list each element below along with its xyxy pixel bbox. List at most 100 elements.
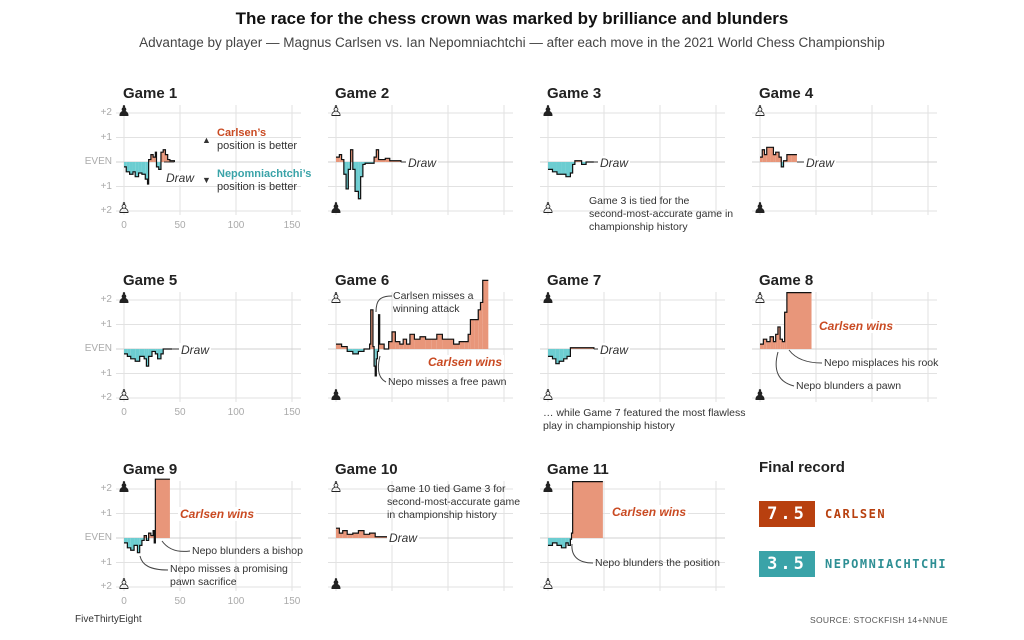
game-title: Game 7 [547, 272, 602, 289]
result-draw: Draw [387, 531, 420, 545]
nepo-advantage-area [343, 162, 347, 175]
carlsen-advantage-area [468, 334, 471, 349]
carlsen-advantage-area [760, 157, 763, 162]
nepo-advantage-area [561, 162, 566, 175]
carlsen-advantage-area [378, 159, 386, 162]
nepo-advantage-area [127, 538, 131, 548]
y-tick-label: +2 [100, 392, 112, 403]
carlsen-advantage-area [150, 535, 154, 538]
legend-carlsen-name: Carlsen’s [217, 127, 267, 139]
x-tick-label: 100 [227, 407, 245, 418]
nepo-advantage-area [141, 162, 146, 175]
legend-nepo-text: position is better [217, 181, 298, 193]
nepo-advantage-area [365, 162, 375, 164]
nepo-advantage-area [563, 349, 568, 359]
game11-arrow [571, 543, 594, 564]
carlsen-advantage-area [148, 159, 151, 162]
carlsen-advantage-area [169, 160, 175, 162]
carlsen-advantage-area [570, 347, 575, 349]
nepo-advantage-area [570, 162, 573, 174]
nepo-advantage-area [555, 349, 560, 364]
x-tick-label: 150 [283, 596, 301, 607]
carlsen-advantage-area [783, 160, 787, 162]
nepo-advantage-area [129, 162, 133, 175]
y-tick-label: +2 [100, 205, 112, 216]
white-pawn-icon: ♙ [117, 387, 131, 404]
carlsen-advantage-area [153, 157, 156, 162]
evaluation-line [548, 481, 603, 549]
nepo-advantage-area [157, 349, 161, 359]
carlsen-advantage-area [403, 339, 407, 349]
result-draw: Draw [598, 156, 631, 170]
nepo-advantage-area [160, 349, 164, 354]
footer-brand: FiveThirtyEight [75, 614, 142, 625]
carlsen-advantage-area [786, 154, 792, 162]
carlsen-advantage-area [762, 149, 765, 162]
nepo-advantage-area [581, 162, 587, 165]
nepo-advantage-area [358, 162, 361, 199]
carlsen-advantage-area [770, 336, 774, 349]
nepo-advantage-area [552, 162, 557, 172]
carlsen-advantage-area [370, 309, 373, 349]
game-title: Game 9 [123, 461, 178, 478]
evaluation-line [124, 348, 173, 367]
legend-carlsen: Carlsen’s position is better [217, 127, 297, 153]
nepo-advantage-area [127, 349, 131, 357]
white-pawn-icon: ♙ [753, 290, 767, 307]
carlsen-advantage-area [474, 319, 479, 349]
game-title: Game 5 [123, 272, 178, 289]
result-carlsen-wins: Carlsen wins [178, 507, 257, 521]
carlsen-advantage-area [155, 479, 170, 538]
x-tick-label: 50 [174, 596, 186, 607]
white-pawn-icon: ♙ [329, 103, 343, 120]
game-title: Game 10 [335, 461, 398, 478]
result-carlsen-wins: Carlsen wins [426, 355, 505, 369]
game9-note-sacrifice: Nepo misses a promising pawn sacrifice [170, 563, 288, 588]
carlsen-advantage-area [336, 528, 340, 538]
nepo-advantage-area [135, 162, 139, 177]
black-pawn-icon: ♟ [541, 103, 555, 120]
evaluation-line [336, 527, 392, 538]
y-tick-label: +1 [100, 180, 112, 192]
black-pawn-icon: ♟ [753, 200, 767, 217]
nepo-advantage-area [144, 349, 147, 359]
nepo-advantage-area [565, 538, 569, 543]
nepo-advantage-area [134, 538, 138, 546]
carlsen-advantage-area [150, 154, 154, 162]
carlsen-advantage-area [379, 344, 385, 349]
carlsen-advantage-area [482, 280, 489, 349]
nepo-advantage-area [145, 162, 148, 180]
carlsen-advantage-area [480, 302, 483, 349]
black-pawn-icon: ♟ [541, 479, 555, 496]
triangle-down-icon: ▼ [202, 175, 211, 185]
carlsen-advantage-area [791, 154, 797, 162]
x-tick-label: 0 [121, 407, 127, 418]
nepo-advantage-area [565, 162, 571, 177]
legend-carlsen-text: position is better [217, 140, 298, 152]
carlsen-advantage-area [375, 536, 381, 538]
y-tick-label: +2 [100, 581, 112, 592]
evaluation-line [124, 478, 170, 554]
nepo-advantage-area [124, 349, 128, 354]
carlsen-advantage-area [763, 339, 767, 349]
carlsen-advantage-area [341, 346, 348, 349]
x-tick-label: 0 [121, 596, 127, 607]
game11-note: Nepo blunders the position [595, 557, 720, 569]
nepo-advantage-area [148, 349, 152, 357]
game-title: Game 3 [547, 85, 602, 102]
result-draw: Draw [804, 156, 837, 170]
nepo-advantage-area [572, 162, 575, 165]
nepo-advantage-area [348, 162, 351, 170]
game8-arrow-pawn [775, 351, 795, 387]
carlsen-advantage-area [431, 339, 437, 349]
game-title: Game 11 [547, 461, 609, 478]
carlsen-advantage-area [414, 339, 420, 349]
result-draw: Draw [164, 171, 197, 185]
carlsen-advantage-area [425, 339, 432, 349]
nepo-advantage-area [352, 162, 356, 170]
nepo-advantage-area [158, 162, 161, 170]
nepo-advantage-area [152, 349, 156, 352]
y-tick-label: +1 [100, 556, 112, 568]
nepo-advantage-area [552, 349, 556, 359]
game9-arrow-sacrifice [139, 555, 169, 571]
